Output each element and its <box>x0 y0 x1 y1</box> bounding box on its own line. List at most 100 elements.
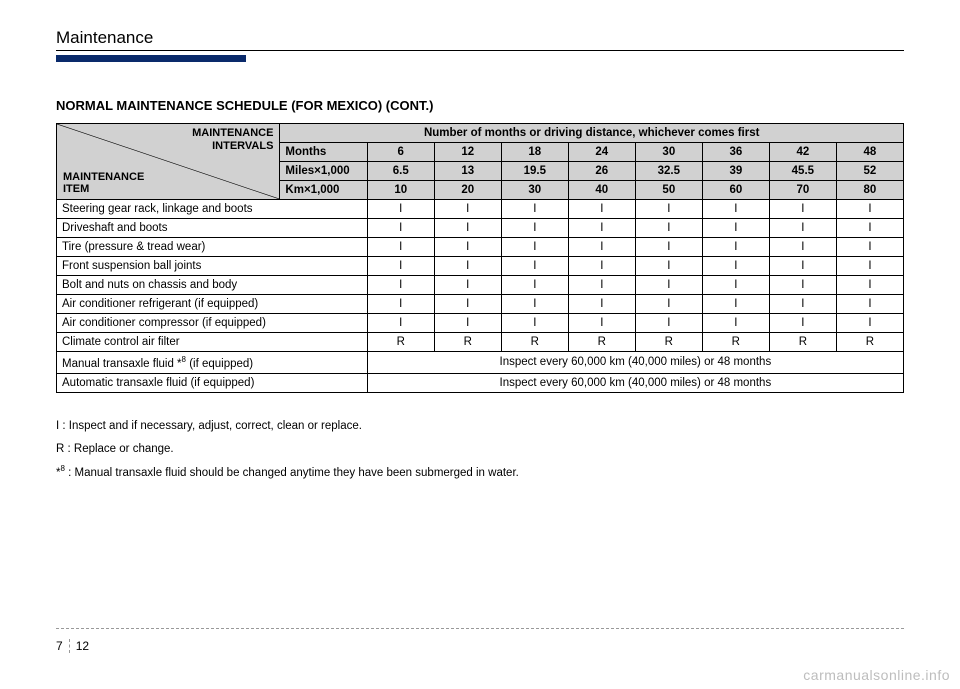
maintenance-value: R <box>568 333 635 352</box>
legend-r: R : Replace or change. <box>56 438 904 461</box>
maintenance-value: R <box>501 333 568 352</box>
maintenance-value: I <box>769 257 836 276</box>
maintenance-value: I <box>769 219 836 238</box>
maintenance-value: I <box>434 238 501 257</box>
maintenance-value: I <box>501 314 568 333</box>
interval-value: 12 <box>434 143 501 162</box>
maintenance-value: I <box>568 238 635 257</box>
page-number: 7 12 <box>56 639 89 653</box>
maintenance-value: I <box>769 314 836 333</box>
interval-value: 13 <box>434 162 501 181</box>
maintenance-value: I <box>769 238 836 257</box>
maintenance-value: R <box>836 333 903 352</box>
maintenance-item: Bolt and nuts on chassis and body <box>57 276 368 295</box>
maintenance-value: I <box>367 295 434 314</box>
interval-value: 42 <box>769 143 836 162</box>
interval-value: 19.5 <box>501 162 568 181</box>
maintenance-value: I <box>501 200 568 219</box>
page-number-value: 12 <box>76 639 89 653</box>
maintenance-item: Manual transaxle fluid *8 (if equipped) <box>57 352 368 374</box>
maintenance-value: I <box>568 314 635 333</box>
interval-value: 6 <box>367 143 434 162</box>
maintenance-value: I <box>568 200 635 219</box>
maintenance-span-value: Inspect every 60,000 km (40,000 miles) o… <box>367 373 903 392</box>
maintenance-value: I <box>702 200 769 219</box>
interval-value: 20 <box>434 181 501 200</box>
interval-value: 50 <box>635 181 702 200</box>
maintenance-value: R <box>769 333 836 352</box>
maintenance-value: I <box>769 276 836 295</box>
maintenance-item: Climate control air filter <box>57 333 368 352</box>
maintenance-item: Air conditioner compressor (if equipped) <box>57 314 368 333</box>
legend: I : Inspect and if necessary, adjust, co… <box>56 415 904 485</box>
maintenance-value: I <box>501 276 568 295</box>
interval-value: 39 <box>702 162 769 181</box>
item-label: MAINTENANCEITEM <box>63 171 144 196</box>
legend-note: *8 : Manual transaxle fluid should be ch… <box>56 461 904 485</box>
maintenance-item: Air conditioner refrigerant (if equipped… <box>57 295 368 314</box>
interval-value: 6.5 <box>367 162 434 181</box>
maintenance-value: I <box>836 219 903 238</box>
maintenance-value: I <box>635 314 702 333</box>
maintenance-value: I <box>702 276 769 295</box>
maintenance-span-value: Inspect every 60,000 km (40,000 miles) o… <box>367 352 903 374</box>
maintenance-value: I <box>769 295 836 314</box>
maintenance-value: I <box>434 200 501 219</box>
interval-value: 80 <box>836 181 903 200</box>
interval-value: 60 <box>702 181 769 200</box>
interval-value: 36 <box>702 143 769 162</box>
maintenance-value: I <box>836 238 903 257</box>
maintenance-value: R <box>434 333 501 352</box>
maintenance-value: I <box>367 276 434 295</box>
interval-value: 30 <box>635 143 702 162</box>
accent-bar <box>56 55 246 62</box>
legend-note-rest: : Manual transaxle fluid should be chang… <box>65 467 519 479</box>
interval-value: 40 <box>568 181 635 200</box>
maintenance-value: I <box>635 200 702 219</box>
maintenance-value: I <box>367 200 434 219</box>
interval-row-label: Months <box>280 143 367 162</box>
interval-row-label: Miles×1,000 <box>280 162 367 181</box>
interval-value: 30 <box>501 181 568 200</box>
interval-value: 26 <box>568 162 635 181</box>
maintenance-value: I <box>367 219 434 238</box>
maintenance-item: Driveshaft and boots <box>57 219 368 238</box>
section-number: 7 <box>56 639 70 653</box>
maintenance-value: I <box>501 295 568 314</box>
maintenance-item: Front suspension ball joints <box>57 257 368 276</box>
maintenance-value: I <box>434 314 501 333</box>
top-header: Number of months or driving distance, wh… <box>280 124 904 143</box>
interval-row-label: Km×1,000 <box>280 181 367 200</box>
maintenance-value: I <box>367 314 434 333</box>
maintenance-value: I <box>568 295 635 314</box>
interval-value: 10 <box>367 181 434 200</box>
maintenance-value: I <box>501 219 568 238</box>
maintenance-value: I <box>836 314 903 333</box>
interval-value: 24 <box>568 143 635 162</box>
maintenance-value: I <box>568 219 635 238</box>
maintenance-value: I <box>702 238 769 257</box>
maintenance-value: I <box>635 276 702 295</box>
diagonal-header-cell: MAINTENANCEINTERVALS MAINTENANCEITEM <box>57 124 280 200</box>
maintenance-value: I <box>702 314 769 333</box>
maintenance-schedule-table: MAINTENANCEINTERVALS MAINTENANCEITEM Numbe… <box>56 123 904 393</box>
maintenance-value: I <box>836 200 903 219</box>
interval-value: 48 <box>836 143 903 162</box>
maintenance-value: R <box>635 333 702 352</box>
maintenance-item: Automatic transaxle fluid (if equipped) <box>57 373 368 392</box>
maintenance-item: Steering gear rack, linkage and boots <box>57 200 368 219</box>
maintenance-value: I <box>434 219 501 238</box>
maintenance-value: I <box>434 295 501 314</box>
maintenance-value: I <box>367 238 434 257</box>
interval-value: 18 <box>501 143 568 162</box>
maintenance-value: R <box>702 333 769 352</box>
maintenance-value: I <box>635 257 702 276</box>
maintenance-value: I <box>702 295 769 314</box>
maintenance-value: I <box>836 276 903 295</box>
intervals-label: MAINTENANCEINTERVALS <box>192 127 273 152</box>
maintenance-value: I <box>434 276 501 295</box>
watermark: carmanualsonline.info <box>803 667 950 683</box>
legend-i: I : Inspect and if necessary, adjust, co… <box>56 415 904 438</box>
maintenance-value: I <box>836 295 903 314</box>
maintenance-value: I <box>836 257 903 276</box>
